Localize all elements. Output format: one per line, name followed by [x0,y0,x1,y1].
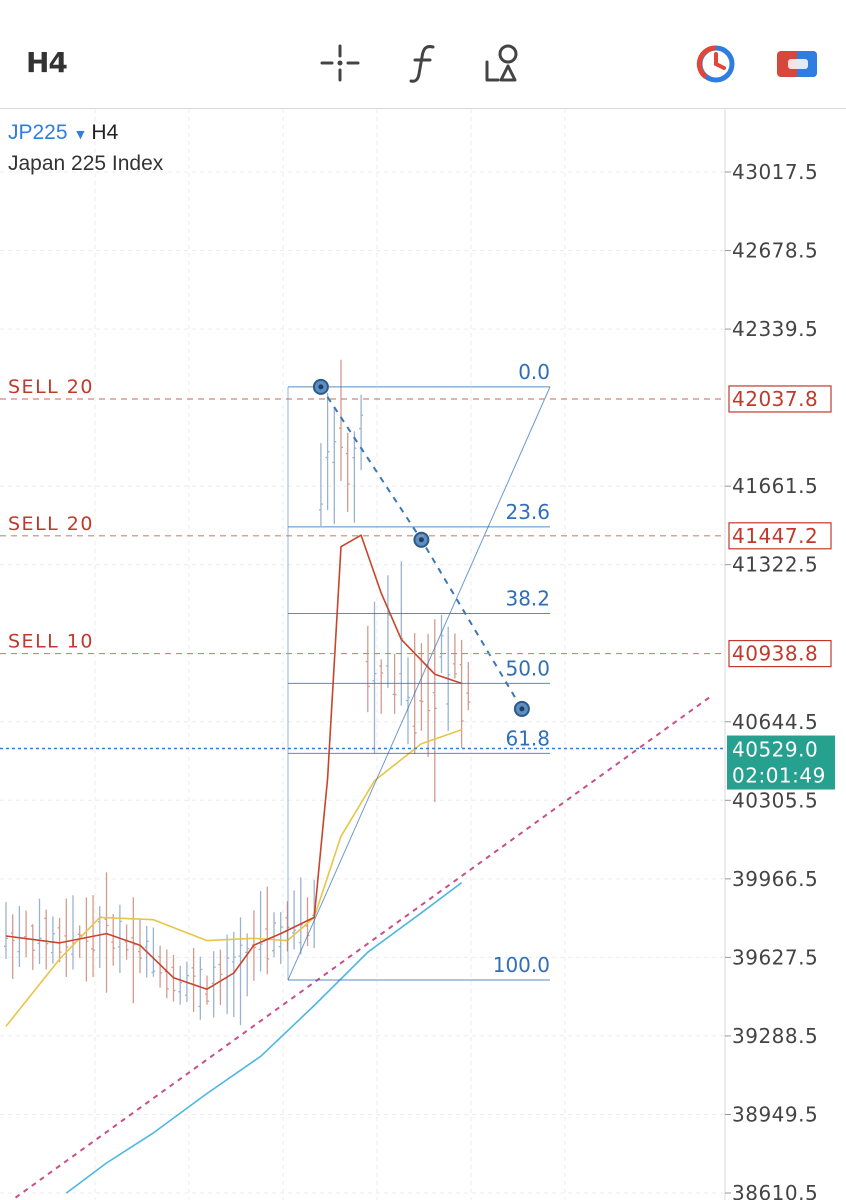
projection-anchor-dot [318,384,324,390]
order-price-box[interactable] [728,639,832,668]
symbol-ticker[interactable]: JP225 [8,121,68,144]
symbol-timeframe: H4 [91,121,119,144]
current-price-value: 40529.0 [732,738,818,762]
fib-level-label: 0.0 [518,360,550,384]
fib-level-label: 38.2 [505,586,550,610]
order-price: 40938.8 [732,642,818,666]
projection-anchor-dot [519,706,525,712]
fib-diagonal [287,386,551,981]
tick-label: 40305.5 [732,788,818,812]
tick-label: 40644.5 [732,710,818,734]
fib-level-label: 50.0 [505,656,550,680]
fib-level-label: 23.6 [505,500,550,524]
tick-label: 42678.5 [732,239,818,263]
tick-label: 41322.5 [732,553,818,577]
price-chart[interactable]: 43017.5 42678.5 42339.5 41661.5 41322.5 40644… [0,109,846,1200]
account-toggle-icon[interactable] [776,40,820,88]
order-label: SELL 20 [8,376,94,398]
order-price-box[interactable] [728,522,832,550]
order-label: SELL 20 [8,513,94,535]
trade-timer-icon[interactable] [694,40,738,88]
order-price: 41447.2 [732,524,818,548]
order-price-box[interactable] [728,385,832,413]
current-price-box [727,735,835,790]
ma-medium-line [5,729,462,1027]
tick-label: 38949.5 [732,1102,818,1126]
order-price: 42037.8 [732,387,818,411]
order-label: SELL 10 [8,631,94,653]
drawing-tools-icon[interactable] [482,40,526,88]
crosshair-icon[interactable] [318,40,362,88]
fib-level-label: 100.0 [493,953,550,977]
fib-level-label: 61.8 [505,726,550,750]
chevron-down-icon[interactable]: ▼ [73,126,88,142]
timeframe-button[interactable]: H4 [26,46,68,79]
tick-label: 39288.5 [732,1024,818,1048]
tick-label: 42339.5 [732,317,818,341]
toolbar: H4 [0,0,846,109]
candle-countdown: 02:01:49 [732,764,826,788]
symbol-name: Japan 225 Index [8,152,164,175]
ma-slow-line [65,882,463,1194]
symbol-info: JP225 ▼ H4 Japan 225 Index [8,118,163,178]
tick-label: 39966.5 [732,867,818,891]
tick-label: 43017.5 [732,160,818,184]
tick-label: 38610.5 [732,1181,818,1200]
function-icon[interactable] [402,40,446,88]
tick-label: 41661.5 [732,474,818,498]
tick-label: 39627.5 [732,945,818,969]
ma-fast-line [5,534,462,991]
projection-anchor-dot [418,537,424,543]
